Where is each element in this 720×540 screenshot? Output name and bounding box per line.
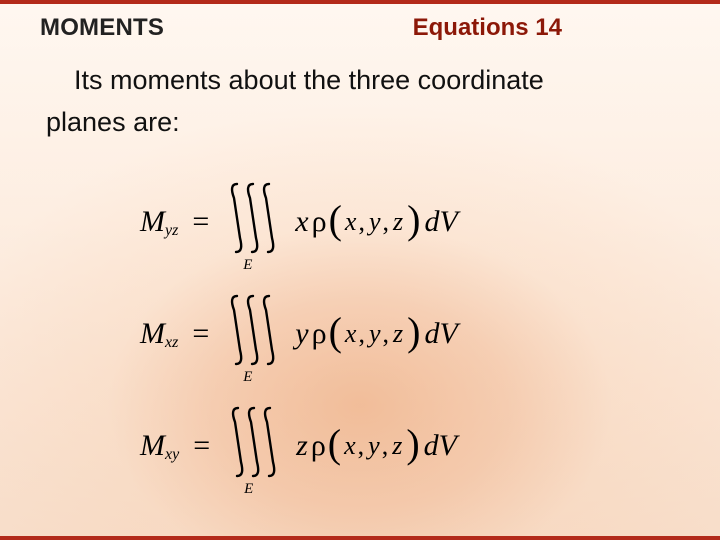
triple-integral-icon: E xyxy=(223,298,285,370)
integrand-args: x,y,z xyxy=(341,431,406,461)
equations-block: Myz = E x ρ ( x,y,z ) dV Mxz xyxy=(140,186,580,482)
equation-lhs: Myz xyxy=(140,205,178,240)
equals-sign: = xyxy=(189,429,214,463)
lhs-subscript: xz xyxy=(165,334,178,351)
differential: dV xyxy=(420,429,457,463)
body-text: Its moments about the three coordinate p… xyxy=(46,60,680,144)
integral-region-label: E xyxy=(243,257,252,274)
border-top xyxy=(0,0,720,4)
triple-integral-icon: E xyxy=(224,410,286,482)
lhs-symbol: M xyxy=(140,205,165,238)
integrand-args: x,y,z xyxy=(342,207,407,237)
integrand-args: x,y,z xyxy=(342,319,407,349)
integral-region-label: E xyxy=(243,369,252,386)
equation-row: Mxz = E y ρ ( x,y,z ) dV xyxy=(140,298,580,370)
differential: dV xyxy=(420,205,457,239)
slide-header: MOMENTS Equations 14 xyxy=(0,14,720,42)
open-paren: ( xyxy=(328,432,341,456)
border-bottom xyxy=(0,536,720,540)
close-paren: ) xyxy=(406,432,419,456)
body-line1: Its moments about the three coordinate xyxy=(74,65,544,95)
equation-row: Mxy = E z ρ ( x,y,z ) dV xyxy=(140,410,580,482)
equals-sign: = xyxy=(188,205,213,239)
differential: dV xyxy=(420,317,457,351)
lhs-symbol: M xyxy=(140,317,165,350)
equation-integrand: x ρ ( x,y,z ) dV xyxy=(295,205,458,239)
equation-row: Myz = E x ρ ( x,y,z ) dV xyxy=(140,186,580,258)
rho-symbol: ρ xyxy=(310,429,328,463)
body-line2: planes are: xyxy=(46,107,180,137)
header-right: Equations 14 xyxy=(413,14,562,42)
open-paren: ( xyxy=(329,208,342,232)
lhs-subscript: xy xyxy=(165,446,179,463)
equals-sign: = xyxy=(188,317,213,351)
open-paren: ( xyxy=(329,320,342,344)
rho-symbol: ρ xyxy=(311,205,329,239)
rho-symbol: ρ xyxy=(311,317,329,351)
integrand-var: y xyxy=(295,317,310,351)
close-paren: ) xyxy=(407,320,420,344)
lhs-subscript: yz xyxy=(165,222,178,239)
close-paren: ) xyxy=(407,208,420,232)
equation-lhs: Mxy xyxy=(140,429,179,464)
lhs-symbol: M xyxy=(140,429,165,462)
equation-lhs: Mxz xyxy=(140,317,178,352)
integrand-var: z xyxy=(296,429,310,463)
equation-integrand: z ρ ( x,y,z ) dV xyxy=(296,429,457,463)
integrand-var: x xyxy=(295,205,310,239)
header-left: MOMENTS xyxy=(40,14,164,42)
triple-integral-icon: E xyxy=(223,186,285,258)
equation-integrand: y ρ ( x,y,z ) dV xyxy=(295,317,458,351)
integral-region-label: E xyxy=(244,481,253,498)
